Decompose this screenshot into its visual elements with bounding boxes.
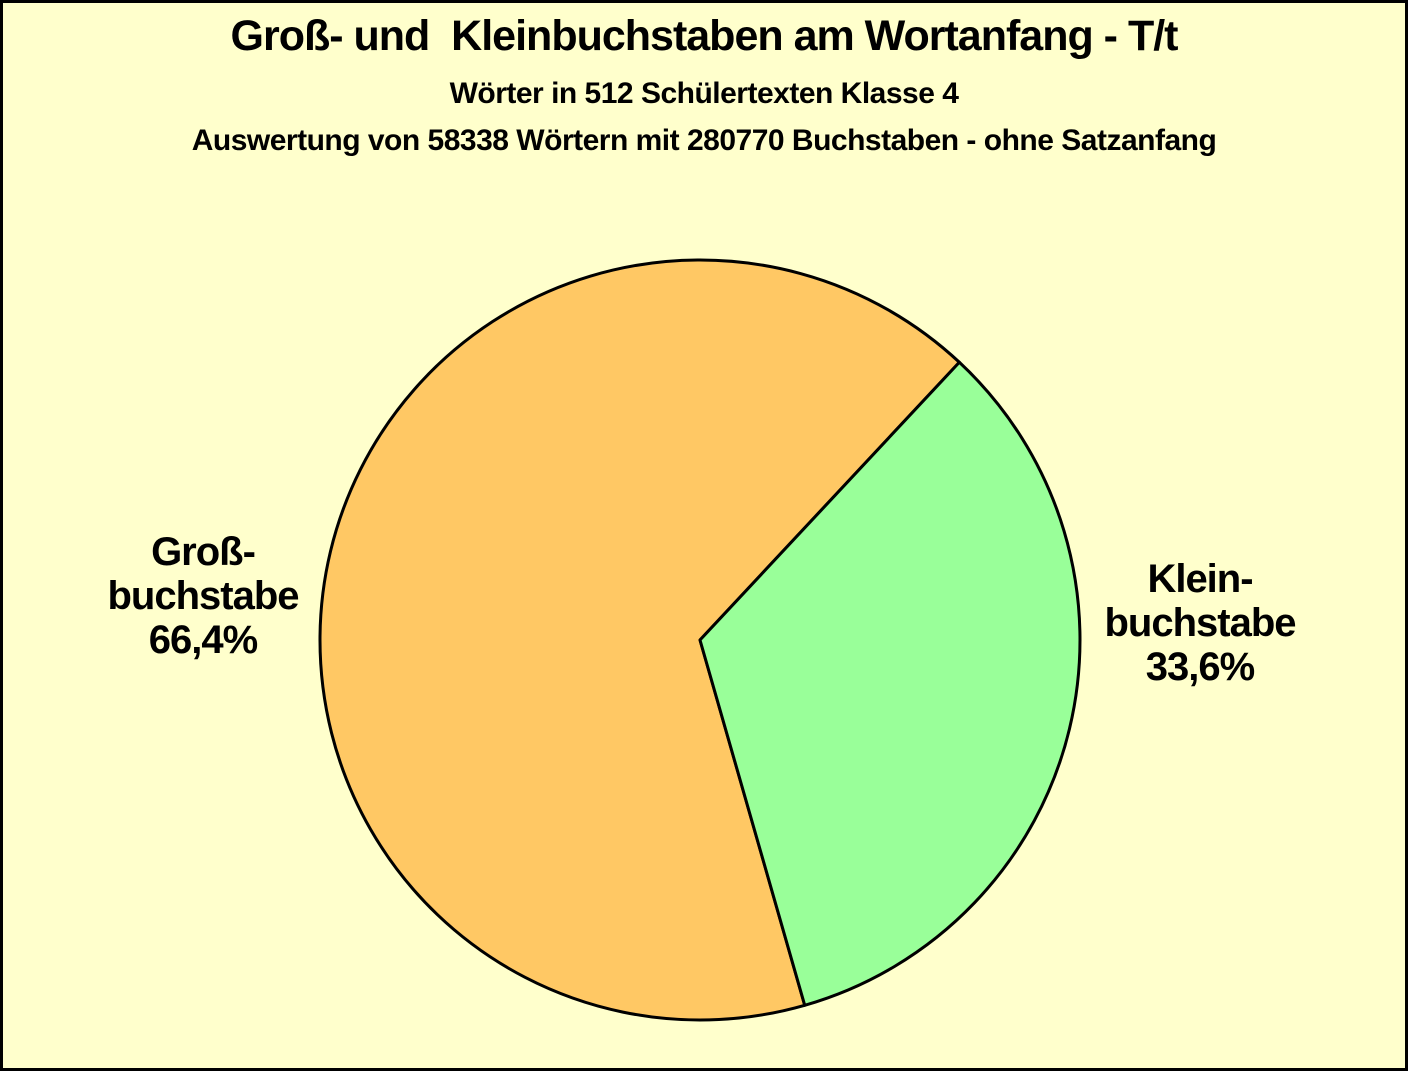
pie-slice-kleinbuchstabe (698, 360, 1082, 1007)
slice-label-line: buchstabe (107, 574, 299, 618)
chart-subtitle-line1: Wörter in 512 Schülertexten Klasse 4 (449, 77, 959, 110)
slice-percent-value: 33,6% (1145, 645, 1255, 689)
chart-subtitle-line2: Auswertung von 58338 Wörtern mit 280770 … (191, 124, 1217, 157)
slice-label-line: buchstabe (1104, 601, 1296, 645)
slice-label-grossbuchstabe: Groß- buchstabe 66,4% (53, 530, 353, 662)
slice-label-line: Klein- (1147, 557, 1253, 601)
chart-title: Groß- und Kleinbuchstaben am Wortanfang … (230, 12, 1179, 60)
slice-label-line: Groß- (151, 530, 256, 574)
slice-percent-value: 66,4% (148, 618, 258, 662)
slice-label-kleinbuchstabe: Klein- buchstabe 33,6% (1050, 557, 1350, 689)
pie-slice-grossbuchstabe (318, 258, 961, 1022)
pie-chart (318, 258, 1082, 1022)
